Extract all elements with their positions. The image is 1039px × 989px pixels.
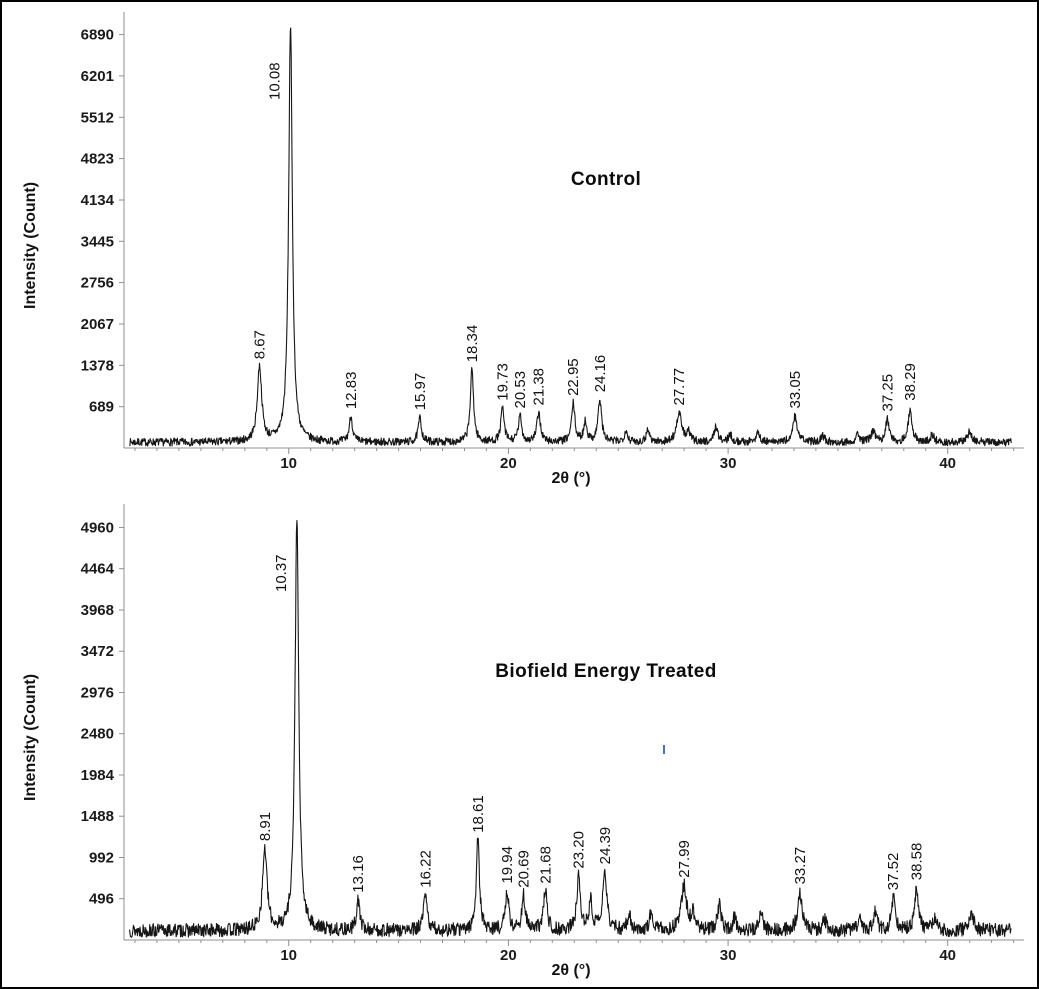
peak-label: 27.99 bbox=[676, 840, 693, 878]
diffractogram-trace bbox=[128, 519, 1012, 938]
peak-label: 20.69 bbox=[516, 850, 533, 888]
y-tick-label: 3968 bbox=[81, 602, 114, 619]
y-tick-label: 1378 bbox=[81, 357, 114, 374]
peak-label: 19.73 bbox=[495, 363, 512, 401]
peak-label: 37.52 bbox=[885, 853, 902, 891]
y-tick-label: 4134 bbox=[81, 192, 115, 209]
x-tick-label: 20 bbox=[500, 947, 517, 964]
peak-label: 16.22 bbox=[417, 850, 434, 888]
x-axis-label-control: 2θ (°) bbox=[551, 470, 591, 487]
peak-label: 21.68 bbox=[537, 846, 554, 884]
y-tick-label: 3472 bbox=[81, 643, 114, 660]
y-tick-label: 5512 bbox=[81, 109, 114, 126]
peak-label: 33.27 bbox=[792, 847, 809, 885]
y-tick-label: 2756 bbox=[81, 275, 114, 292]
stray-cursor-artifact bbox=[663, 745, 665, 754]
y-tick-label: 992 bbox=[89, 850, 114, 867]
y-tick-label: 4464 bbox=[81, 561, 115, 578]
peak-label: 15.97 bbox=[412, 373, 429, 411]
peak-label: 22.95 bbox=[565, 358, 582, 396]
y-tick-label: 2976 bbox=[81, 685, 114, 702]
peak-label: 13.16 bbox=[350, 855, 367, 893]
x-tick-label: 40 bbox=[939, 455, 956, 472]
peak-label: 20.53 bbox=[512, 371, 529, 409]
peak-label: 12.83 bbox=[343, 372, 360, 410]
y-tick-label: 3445 bbox=[81, 233, 114, 250]
peak-label: 8.91 bbox=[257, 812, 274, 841]
x-tick-label: 30 bbox=[720, 455, 737, 472]
x-tick-label: 10 bbox=[280, 455, 297, 472]
y-tick-label: 689 bbox=[89, 399, 114, 416]
y-tick-label: 496 bbox=[89, 891, 114, 908]
peak-label: 19.94 bbox=[499, 846, 516, 884]
y-tick-label: 2480 bbox=[81, 726, 114, 743]
peak-label: 38.58 bbox=[909, 843, 926, 881]
y-tick-label: 4823 bbox=[81, 151, 114, 168]
chart-title-control: Control bbox=[570, 169, 642, 190]
peak-label: 8.67 bbox=[252, 330, 269, 359]
y-tick-label: 6201 bbox=[81, 68, 114, 85]
peak-label: 24.39 bbox=[597, 827, 614, 865]
y-tick-label: 4960 bbox=[81, 520, 114, 537]
peak-label: 24.16 bbox=[592, 355, 609, 393]
y-tick-label: 1488 bbox=[81, 808, 114, 825]
x-tick-label: 40 bbox=[939, 947, 956, 964]
peak-label: 27.77 bbox=[671, 368, 688, 406]
y-axis-label-control: Intensity (Count) bbox=[22, 181, 39, 309]
peak-label: 10.08 bbox=[267, 62, 284, 100]
peak-label: 18.34 bbox=[464, 325, 481, 363]
diffractogram-trace bbox=[129, 27, 1012, 447]
xrd-panel-control: 689 1378 2067 2756 3445 4134 4823 5512 6201 6890 1… bbox=[6, 6, 1033, 494]
peak-label: 38.29 bbox=[902, 363, 919, 401]
peak-label: 18.61 bbox=[470, 795, 487, 833]
x-tick-label: 10 bbox=[280, 947, 297, 964]
peak-label: 23.20 bbox=[571, 831, 588, 869]
y-tick-label: 2067 bbox=[81, 316, 114, 333]
chart-title-treated: Biofield Energy Treated bbox=[495, 661, 717, 682]
x-axis-label-treated: 2θ (°) bbox=[551, 962, 591, 979]
y-axis-label-treated: Intensity (Count) bbox=[22, 673, 39, 801]
xrd-plot-treated: 496 992 1488 1984 2480 2976 3472 3968 4464 4960 10… bbox=[81, 504, 1024, 964]
x-tick-label: 20 bbox=[500, 455, 517, 472]
y-tick-label: 6890 bbox=[81, 27, 114, 44]
xrd-panel-treated: 496 992 1488 1984 2480 2976 3472 3968 4464 4960 10… bbox=[6, 498, 1033, 986]
x-tick-label: 30 bbox=[720, 947, 737, 964]
peak-label: 37.25 bbox=[879, 374, 896, 412]
xrd-plot-control: 689 1378 2067 2756 3445 4134 4823 5512 6201 6890 1… bbox=[81, 12, 1024, 472]
peak-label: 21.38 bbox=[531, 368, 548, 406]
peak-label: 33.05 bbox=[787, 371, 804, 409]
y-tick-label: 1984 bbox=[81, 767, 115, 784]
peak-label: 10.37 bbox=[273, 554, 290, 592]
